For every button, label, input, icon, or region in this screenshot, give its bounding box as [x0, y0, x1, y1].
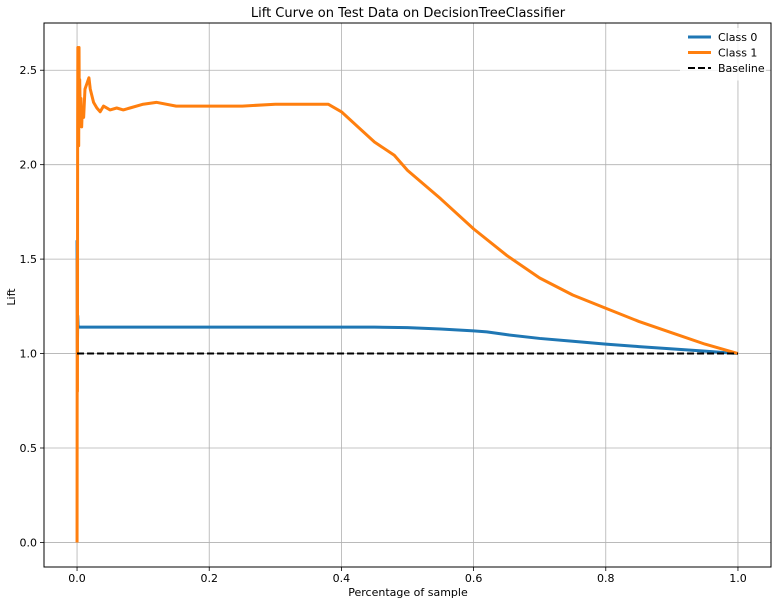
- x-tick-label: 0.0: [68, 572, 86, 585]
- x-axis-title: Percentage of sample: [348, 586, 468, 599]
- y-tick-label: 1.0: [20, 348, 38, 361]
- x-tick-label: 0.2: [200, 572, 218, 585]
- legend-label: Class 1: [718, 47, 757, 60]
- legend-label: Baseline: [718, 62, 765, 75]
- y-tick-label: 2.5: [20, 64, 38, 77]
- series-lines: [75, 46, 739, 543]
- y-tick-label: 1.5: [20, 253, 38, 266]
- plot-area: 0.0 0.2 0.4 0.6 0.8 1.0 0.0 0.5 1.0 1.5 2.0 2.5: [20, 22, 772, 585]
- x-tick-label: 0.6: [465, 572, 483, 585]
- y-tick-label: 0.5: [20, 442, 38, 455]
- y-axis-title: Lift: [5, 288, 18, 306]
- x-tick-label: 0.4: [333, 572, 351, 585]
- plot-frame: [43, 22, 772, 568]
- x-tick-label: 1.0: [729, 572, 747, 585]
- x-tick-label: 0.8: [597, 572, 615, 585]
- series-line-class-1: [75, 46, 739, 543]
- y-tick-label: 0.0: [20, 536, 38, 549]
- legend-label: Class 0: [718, 31, 757, 44]
- axis-ticks: 0.0 0.2 0.4 0.6 0.8 1.0 0.0 0.5 1.0 1.5 2.0 2.5: [20, 64, 747, 585]
- chart-title: Lift Curve on Test Data on DecisionTreeC…: [251, 6, 566, 21]
- y-tick-label: 2.0: [20, 159, 38, 172]
- legend: Class 0 Class 1 Baseline: [680, 28, 766, 81]
